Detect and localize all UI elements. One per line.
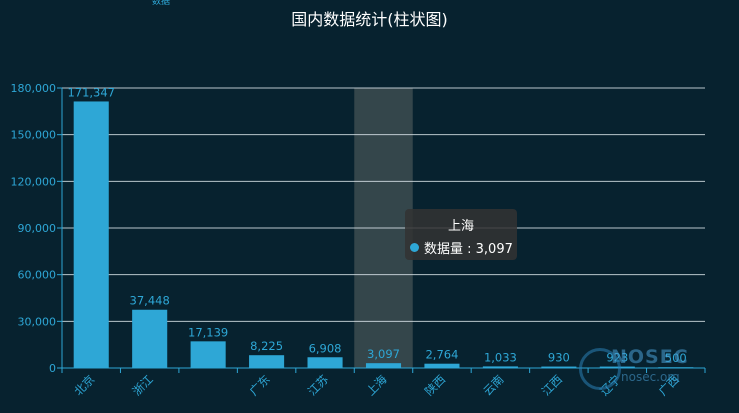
x-tick-label: 江西 [539, 372, 565, 398]
chart-title: 国内数据统计(柱状图) [291, 10, 448, 29]
tooltip: 上海 数据量 : 3,097 [405, 209, 517, 260]
data-label: 17,139 [188, 325, 228, 339]
x-tick-label: 江苏 [305, 372, 331, 398]
data-label: 171,347 [67, 85, 115, 99]
x-tick-label: 云南 [480, 372, 506, 398]
data-label: 1,033 [484, 350, 517, 364]
watermark-url: nosec.org [621, 370, 680, 384]
bar [541, 366, 577, 368]
data-label: 37,448 [130, 294, 170, 308]
x-tick-label: 北京 [71, 372, 97, 398]
series-marker-icon [410, 243, 419, 252]
y-tick-label: 0 [49, 362, 56, 375]
tooltip-value: 数据量 : 3,097 [424, 242, 513, 257]
y-tick-label: 90,000 [18, 222, 57, 235]
tooltip-row: 数据量 : 3,097 [410, 238, 517, 257]
bar [365, 363, 402, 368]
x-tick-label: 陕西 [422, 372, 448, 398]
data-label: 500 [665, 351, 687, 365]
watermark-brand: NOSEC [611, 346, 689, 368]
watermark: NOSEC nosec.org [575, 342, 735, 394]
watermark-logo-icon [579, 348, 621, 390]
y-tick-label: 150,000 [11, 129, 57, 142]
bar [424, 363, 460, 368]
x-tick-label: 上海 [363, 372, 390, 399]
data-label: 8,225 [250, 339, 283, 353]
bar [307, 357, 343, 368]
bar [482, 366, 518, 368]
y-tick-label: 60,000 [18, 269, 57, 282]
y-tick-label: 30,000 [18, 315, 57, 328]
bar [132, 309, 168, 368]
data-label: 930 [548, 351, 570, 365]
y-tick-label: 180,000 [11, 82, 57, 95]
x-tick-label: 浙江 [130, 372, 157, 399]
tooltip-title: 上海 [447, 219, 474, 234]
x-tick-label: 广东 [247, 372, 273, 398]
bar [73, 101, 109, 369]
bars [73, 101, 694, 369]
data-label: 3,097 [367, 347, 400, 361]
legend-item-partial[interactable]: 数据 [152, 0, 171, 7]
bar [190, 341, 226, 368]
bar [249, 355, 285, 368]
data-label: 2,764 [425, 348, 458, 362]
y-tick-label: 120,000 [11, 175, 57, 188]
grid-lines [62, 87, 705, 322]
data-label: 6,908 [309, 341, 342, 355]
